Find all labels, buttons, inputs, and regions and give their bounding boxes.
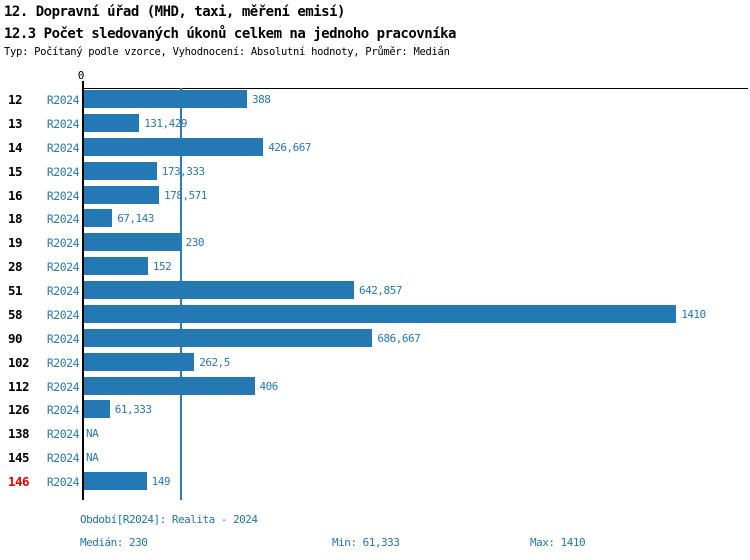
chart-row: 112 R2024 406: [0, 375, 750, 399]
value-bar: [84, 400, 110, 419]
row-id-label: 145: [8, 450, 30, 466]
value-bar: [84, 233, 181, 252]
value-bar: [84, 328, 373, 347]
row-id-label: 13: [8, 115, 23, 131]
y-axis-line: [82, 81, 84, 500]
value-bar: [84, 137, 264, 156]
value-label: 426,667: [268, 140, 312, 154]
footer-min-text: Min: 61,333: [332, 536, 400, 549]
row-id-label: 15: [8, 163, 23, 179]
row-period-label: R2024: [46, 140, 80, 155]
row-id-label: 112: [8, 378, 30, 394]
value-label: 1410: [681, 307, 706, 321]
row-period-label: R2024: [46, 475, 80, 490]
chart-row: 58 R2024 1410: [0, 303, 750, 327]
value-bar: [84, 185, 159, 204]
value-label: 173,333: [161, 164, 205, 178]
footer-max-text: Max: 1410: [530, 536, 586, 549]
value-label: 406: [259, 379, 279, 393]
row-id-label: 14: [8, 139, 23, 155]
row-period-label: R2024: [46, 260, 80, 275]
row-period-label: R2024: [46, 116, 80, 131]
value-label: 178,571: [163, 188, 207, 202]
footer-median-text: Medián: 230: [80, 536, 148, 549]
chart-row: 146 R2024 149: [0, 470, 750, 494]
value-bar: [84, 209, 113, 228]
value-label: 149: [151, 475, 171, 489]
chart-row: 18 R2024 67,143: [0, 207, 750, 231]
row-id-label: 126: [8, 402, 30, 418]
row-period-label: R2024: [46, 212, 80, 227]
chart-row: 16 R2024 178,571: [0, 184, 750, 208]
row-id-label: 19: [8, 235, 23, 251]
row-period-label: R2024: [46, 307, 80, 322]
chart-row: 51 R2024 642,857: [0, 279, 750, 303]
value-bar: [84, 472, 147, 491]
x-axis-line: [83, 88, 748, 89]
na-label: NA: [86, 451, 99, 465]
chart-row: 126 R2024 61,333: [0, 398, 750, 422]
bar-chart-plot-area: 12 R2024 388 13 R2024 131,429 14 R2024 426,667 15…: [0, 88, 750, 494]
chart-row: 12 R2024 388: [0, 88, 750, 112]
row-id-label: 102: [8, 354, 30, 370]
row-period-label: R2024: [46, 236, 80, 251]
chart-row: 13 R2024 131,429: [0, 112, 750, 136]
chart-title-line2: 12.3 Počet sledovaných úkonů celkem na j…: [4, 26, 456, 42]
value-bar: [84, 90, 247, 108]
row-period-label: R2024: [46, 284, 80, 299]
row-id-label: 12: [8, 92, 23, 107]
chart-row: 145 R2024 NA: [0, 446, 750, 470]
chart-row: 28 R2024 152: [0, 255, 750, 279]
row-period-label: R2024: [46, 164, 80, 179]
value-label: 642,857: [358, 284, 402, 298]
row-period-label: R2024: [46, 379, 80, 394]
value-bar: [84, 304, 677, 323]
footer-period-text: Období[R2024]: Realita - 2024: [80, 513, 258, 526]
row-id-label: 18: [8, 211, 23, 227]
value-label: 67,143: [117, 212, 154, 226]
row-id-label: 146: [8, 474, 30, 490]
row-id-label: 138: [8, 426, 30, 442]
value-bar: [84, 281, 354, 300]
row-period-label: R2024: [46, 403, 80, 418]
chart-title-line1: 12. Dopravní úřad (MHD, taxi, měření emi…: [4, 4, 345, 20]
row-period-label: R2024: [46, 451, 80, 466]
row-id-label: 58: [8, 306, 23, 322]
row-period-label: R2024: [46, 355, 80, 370]
value-label: 262,5: [199, 355, 230, 369]
row-period-label: R2024: [46, 188, 80, 203]
row-id-label: 28: [8, 259, 23, 275]
value-label: 61,333: [114, 403, 152, 417]
value-label: 388: [251, 93, 271, 106]
na-label: NA: [86, 427, 99, 441]
chart-row: 102 R2024 262,5: [0, 351, 750, 375]
x-axis-zero-tick-label: 0: [77, 69, 85, 82]
row-period-label: R2024: [46, 93, 80, 107]
value-bar: [84, 376, 255, 395]
chart-row: 138 R2024 NA: [0, 422, 750, 446]
value-label: 230: [185, 236, 205, 250]
row-period-label: R2024: [46, 427, 80, 442]
value-bar: [84, 352, 195, 371]
chart-row: 14 R2024 426,667: [0, 136, 750, 160]
value-bar: [84, 113, 140, 132]
row-id-label: 16: [8, 187, 23, 203]
value-label: 152: [152, 260, 172, 274]
chart-row: 90 R2024 686,667: [0, 327, 750, 351]
value-label: 686,667: [377, 331, 421, 345]
chart-subtitle: Typ: Počítaný podle vzorce, Vyhodnocení:…: [4, 46, 450, 58]
chart-row: 15 R2024 173,333: [0, 160, 750, 184]
value-bar: [84, 161, 157, 180]
chart-row: 19 R2024 230: [0, 231, 750, 255]
value-bar: [84, 257, 148, 276]
row-id-label: 90: [8, 330, 23, 346]
row-id-label: 51: [8, 283, 23, 299]
value-label: 131,429: [144, 116, 188, 130]
row-period-label: R2024: [46, 331, 80, 346]
